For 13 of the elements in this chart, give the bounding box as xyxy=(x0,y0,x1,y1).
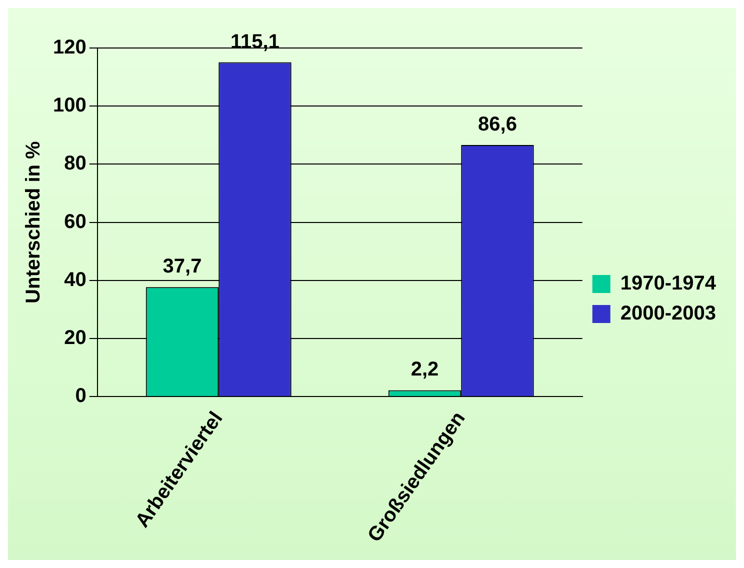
y-tick-label: 0 xyxy=(75,385,86,408)
legend-label: 1970-1974 xyxy=(620,272,717,295)
y-tick-label: 40 xyxy=(64,268,86,291)
y-axis-title: Unterschied in % xyxy=(22,140,45,304)
y-tick-label: 100 xyxy=(52,94,86,117)
y-tick-label: 120 xyxy=(52,36,86,59)
data-label: 86,6 xyxy=(478,114,517,136)
legend-label: 2000-2003 xyxy=(620,302,716,325)
y-tick-label: 60 xyxy=(64,210,86,233)
data-label: 37,7 xyxy=(162,256,202,278)
y-tick-label: 80 xyxy=(64,152,86,175)
data-label: 2,2 xyxy=(410,358,439,381)
y-tick-label: 20 xyxy=(64,327,86,350)
